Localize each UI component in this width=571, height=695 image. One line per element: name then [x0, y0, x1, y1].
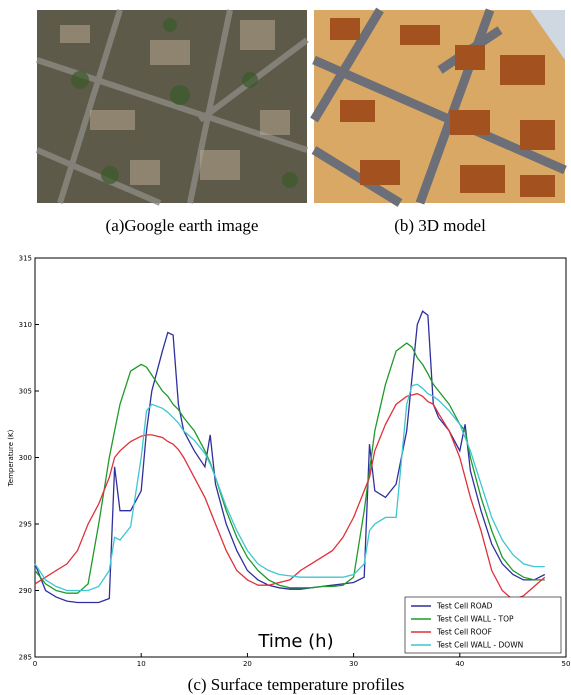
x-tick-label: 0: [33, 660, 37, 668]
y-tick-label: 305: [19, 388, 32, 396]
x-tick-label: 20: [243, 660, 252, 668]
y-tick-label: 315: [19, 255, 32, 263]
caption: (c) Surface temperature profiles: [188, 675, 405, 694]
x-tick-label: 50: [562, 660, 571, 668]
legend-label: Test Cell WALL - TOP: [436, 615, 514, 624]
x-tick-label: 10: [137, 660, 146, 668]
legend-label: Test Cell WALL - DOWN: [436, 641, 523, 650]
series-line: [34, 383, 545, 592]
y-tick-label: 310: [19, 321, 32, 329]
x-tick-label: 40: [455, 660, 464, 668]
y-axis-label: Temperature (K): [7, 429, 15, 487]
aerial-image: [35, 9, 309, 206]
caption: (a)Google earth image: [106, 216, 259, 235]
legend-label: Test Cell ROAD: [436, 602, 493, 611]
series-line: [34, 310, 546, 604]
caption: (b) 3D model: [394, 216, 486, 235]
x-axis-label: Time (h): [257, 631, 333, 652]
y-tick-label: 300: [19, 454, 32, 462]
y-tick-label: 285: [19, 654, 32, 662]
series-line: [34, 342, 545, 594]
y-tick-label: 290: [19, 587, 32, 595]
x-tick-label: 30: [349, 660, 358, 668]
legend-label: Test Cell ROOF: [436, 628, 492, 637]
model-image: [310, 7, 567, 207]
y-tick-label: 295: [19, 521, 32, 529]
series-line: [34, 393, 546, 601]
